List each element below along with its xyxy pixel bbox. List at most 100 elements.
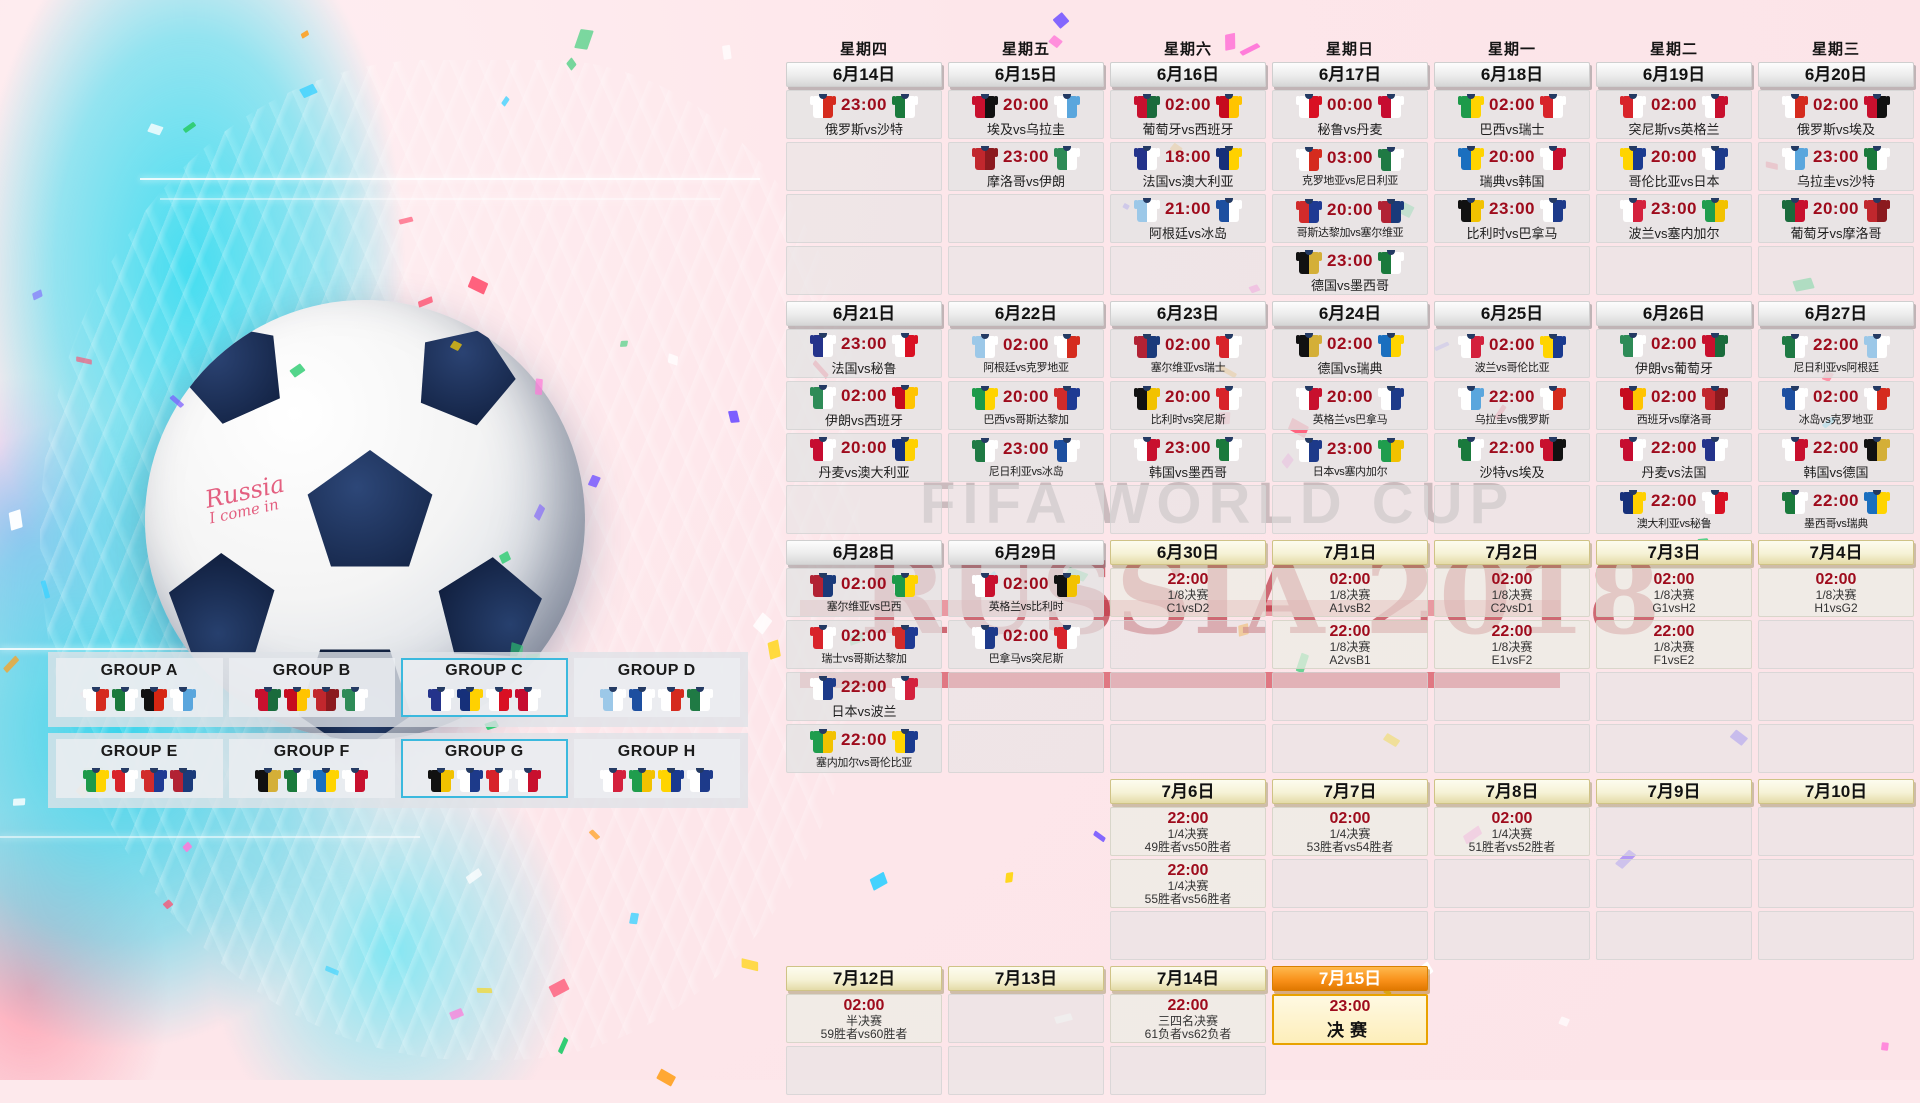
match-cell[interactable]: 23:00 尼日利亚vs冰岛 [948,433,1104,482]
match-cell[interactable]: 02:00 俄罗斯vs埃及 [1758,90,1914,139]
date-label[interactable]: 6月22日 [948,301,1104,326]
match-cell[interactable]: 20:00 巴西vs哥斯达黎加 [948,381,1104,430]
final-match-cell[interactable]: 23:00 决赛 [1272,994,1428,1045]
date-label[interactable]: 7月8日 [1434,779,1590,804]
date-label[interactable]: 6月14日 [786,62,942,87]
match-cell[interactable]: 02:00 葡萄牙vs西班牙 [1110,90,1266,139]
group-card-group-f[interactable]: GROUP F [228,739,395,798]
date-label[interactable]: 7月13日 [948,966,1104,991]
match-cell[interactable]: 22:00 澳大利亚vs秘鲁 [1596,485,1752,534]
match-cell[interactable]: 22:00 韩国vs德国 [1758,433,1914,482]
match-cell[interactable]: 02:00 英格兰vs比利时 [948,568,1104,617]
group-card-group-g[interactable]: GROUP G [401,739,568,798]
match-cell[interactable]: 20:00 哥斯达黎加vs塞尔维亚 [1272,194,1428,243]
match-cell[interactable]: 23:00 德国vs墨西哥 [1272,246,1428,295]
match-cell[interactable]: 22:00 日本vs波兰 [786,672,942,721]
date-label[interactable]: 6月16日 [1110,62,1266,87]
match-cell[interactable]: 23:00 波兰vs塞内加尔 [1596,194,1752,243]
match-cell[interactable]: 23:00 乌拉圭vs沙特 [1758,142,1914,191]
date-label[interactable]: 6月23日 [1110,301,1266,326]
match-cell[interactable]: 18:00 法国vs澳大利亚 [1110,142,1266,191]
match-cell[interactable]: 20:00 比利时vs突尼斯 [1110,381,1266,430]
date-label[interactable]: 6月25日 [1434,301,1590,326]
date-label[interactable]: 7月2日 [1434,540,1590,565]
match-cell[interactable]: 02:00 伊朗vs西班牙 [786,381,942,430]
match-cell[interactable]: 22:00 塞内加尔vs哥伦比亚 [786,724,942,773]
date-label[interactable]: 7月14日 [1110,966,1266,991]
match-cell[interactable]: 02:00 塞尔维亚vs巴西 [786,568,942,617]
match-cell[interactable]: 22:00 乌拉圭vs俄罗斯 [1434,381,1590,430]
group-card-group-b[interactable]: GROUP B [228,658,395,717]
date-label[interactable]: 6月29日 [948,540,1104,565]
date-label[interactable]: 7月12日 [786,966,942,991]
match-cell[interactable]: 23:00 比利时vs巴拿马 [1434,194,1590,243]
date-label[interactable]: 7月10日 [1758,779,1914,804]
date-label[interactable]: 6月26日 [1596,301,1752,326]
match-cell[interactable]: 02:00 阿根廷vs克罗地亚 [948,329,1104,378]
knockout-match-cell[interactable]: 22:00 三四名决赛 61负者vs62负者 [1110,994,1266,1043]
match-cell[interactable]: 02:00 塞尔维亚vs瑞士 [1110,329,1266,378]
match-cell[interactable]: 20:00 埃及vs乌拉圭 [948,90,1104,139]
date-label[interactable]: 7月1日 [1272,540,1428,565]
date-label[interactable]: 7月7日 [1272,779,1428,804]
match-cell[interactable]: 22:00 沙特vs埃及 [1434,433,1590,482]
knockout-match-cell[interactable]: 02:00 1/4决赛 53胜者vs54胜者 [1272,807,1428,856]
knockout-match-cell[interactable]: 02:00 半决赛 59胜者vs60胜者 [786,994,942,1043]
match-cell[interactable]: 20:00 瑞典vs韩国 [1434,142,1590,191]
date-label[interactable]: 6月17日 [1272,62,1428,87]
date-label[interactable]: 6月18日 [1434,62,1590,87]
match-cell[interactable]: 23:00 韩国vs墨西哥 [1110,433,1266,482]
match-cell[interactable]: 02:00 西班牙vs摩洛哥 [1596,381,1752,430]
match-cell[interactable]: 03:00 克罗地亚vs尼日利亚 [1272,142,1428,191]
knockout-match-cell[interactable]: 02:00 1/8决赛 H1vsG2 [1758,568,1914,617]
match-cell[interactable]: 00:00 秘鲁vs丹麦 [1272,90,1428,139]
match-cell[interactable]: 22:00 丹麦vs法国 [1596,433,1752,482]
knockout-match-cell[interactable]: 22:00 1/4决赛 49胜者vs50胜者 [1110,807,1266,856]
match-cell[interactable]: 02:00 巴西vs瑞士 [1434,90,1590,139]
group-card-group-h[interactable]: GROUP H [573,739,740,798]
match-cell[interactable]: 02:00 巴拿马vs突尼斯 [948,620,1104,669]
date-label[interactable]: 7月3日 [1596,540,1752,565]
match-cell[interactable]: 21:00 阿根廷vs冰岛 [1110,194,1266,243]
knockout-match-cell[interactable]: 22:00 1/8决赛 E1vsF2 [1434,620,1590,669]
knockout-match-cell[interactable]: 02:00 1/8决赛 C2vsD1 [1434,568,1590,617]
knockout-match-cell[interactable]: 22:00 1/4决赛 55胜者vs56胜者 [1110,859,1266,908]
date-label[interactable]: 7月9日 [1596,779,1752,804]
knockout-match-cell[interactable]: 02:00 1/8决赛 A1vsB2 [1272,568,1428,617]
match-cell[interactable]: 20:00 英格兰vs巴拿马 [1272,381,1428,430]
date-label[interactable]: 6月24日 [1272,301,1428,326]
date-label[interactable]: 6月15日 [948,62,1104,87]
match-cell[interactable]: 22:00 尼日利亚vs阿根廷 [1758,329,1914,378]
match-cell[interactable]: 22:00 墨西哥vs瑞典 [1758,485,1914,534]
match-cell[interactable]: 02:00 突尼斯vs英格兰 [1596,90,1752,139]
date-label[interactable]: 6月21日 [786,301,942,326]
match-cell[interactable]: 23:00 摩洛哥vs伊朗 [948,142,1104,191]
date-label[interactable]: 6月27日 [1758,301,1914,326]
group-card-group-e[interactable]: GROUP E [56,739,223,798]
date-label[interactable]: 6月19日 [1596,62,1752,87]
date-label[interactable]: 6月20日 [1758,62,1914,87]
date-label[interactable]: 7月6日 [1110,779,1266,804]
match-cell[interactable]: 23:00 法国vs秘鲁 [786,329,942,378]
knockout-match-cell[interactable]: 22:00 1/8决赛 A2vsB1 [1272,620,1428,669]
group-card-group-a[interactable]: GROUP A [56,658,223,717]
knockout-match-cell[interactable]: 02:00 1/8决赛 G1vsH2 [1596,568,1752,617]
match-cell[interactable]: 02:00 波兰vs哥伦比亚 [1434,329,1590,378]
group-card-group-d[interactable]: GROUP D [573,658,740,717]
date-label[interactable]: 6月30日 [1110,540,1266,565]
knockout-match-cell[interactable]: 02:00 1/4决赛 51胜者vs52胜者 [1434,807,1590,856]
knockout-match-cell[interactable]: 22:00 1/8决赛 F1vsE2 [1596,620,1752,669]
match-cell[interactable]: 23:00 日本vs塞内加尔 [1272,433,1428,482]
match-cell[interactable]: 20:00 丹麦vs澳大利亚 [786,433,942,482]
date-label[interactable]: 7月15日 [1272,966,1428,991]
match-cell[interactable]: 02:00 冰岛vs克罗地亚 [1758,381,1914,430]
match-cell[interactable]: 20:00 葡萄牙vs摩洛哥 [1758,194,1914,243]
match-cell[interactable]: 02:00 伊朗vs葡萄牙 [1596,329,1752,378]
match-cell[interactable]: 02:00 瑞士vs哥斯达黎加 [786,620,942,669]
group-card-group-c[interactable]: GROUP C [401,658,568,717]
match-cell[interactable]: 20:00 哥伦比亚vs日本 [1596,142,1752,191]
match-cell[interactable]: 02:00 德国vs瑞典 [1272,329,1428,378]
knockout-match-cell[interactable]: 22:00 1/8决赛 C1vsD2 [1110,568,1266,617]
date-label[interactable]: 6月28日 [786,540,942,565]
match-cell[interactable]: 23:00 俄罗斯vs沙特 [786,90,942,139]
